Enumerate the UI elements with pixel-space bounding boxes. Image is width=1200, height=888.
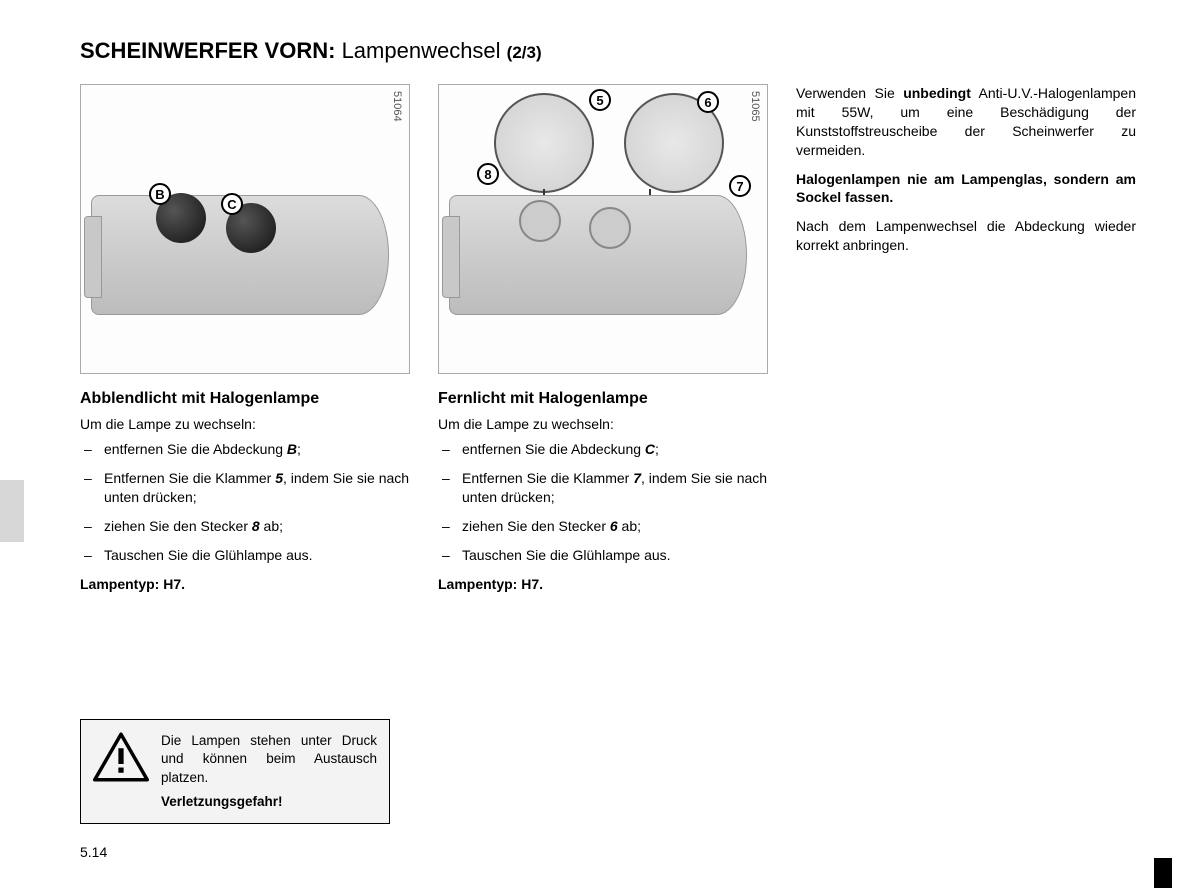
lamptype-abblendlicht: Lampentyp: H7. xyxy=(80,576,410,592)
page-number: 5.14 xyxy=(80,844,107,860)
callout-6: 6 xyxy=(697,91,719,113)
detail-circle-left xyxy=(494,93,594,193)
column-abblendlicht: 51064 B C Abblendlicht mit Halogenlampe … xyxy=(80,84,410,592)
page-title: SCHEINWERFER VORN: Lampenwechsel (2/3) xyxy=(80,38,1160,64)
steps-fernlicht: entfernen Sie die Abdeckung C; Entfernen… xyxy=(442,440,768,574)
callout-c: C xyxy=(221,193,243,215)
warning-box: Die Lampen stehen unter Druck und können… xyxy=(80,719,390,824)
corner-mark xyxy=(1154,858,1172,888)
step-2: Entfernen Sie die Klammer 5, indem Sie s… xyxy=(84,469,410,507)
note-uv: Verwenden Sie unbedingt Anti-U.V.-Haloge… xyxy=(796,84,1136,160)
title-rest: Lampenwechsel xyxy=(335,38,506,63)
warning-text: Die Lampen stehen unter Druck und können… xyxy=(161,732,377,811)
callout-b: B xyxy=(149,183,171,205)
title-bold: SCHEINWERFER VORN: xyxy=(80,38,335,63)
heading-abblendlicht: Abblendlicht mit Halogenlampe xyxy=(80,390,410,408)
step-1: entfernen Sie die Abdeckung B; xyxy=(84,440,410,459)
step-3: ziehen Sie den Stecker 6 ab; xyxy=(442,517,768,536)
intro-abblendlicht: Um die Lampe zu wechseln: xyxy=(80,416,410,432)
steps-abblendlicht: entfernen Sie die Abdeckung B; Entfernen… xyxy=(84,440,410,574)
figure-1-ref: 51064 xyxy=(391,91,403,122)
callout-7: 7 xyxy=(729,175,751,197)
figure-2-ref: 51065 xyxy=(749,91,761,122)
step-4: Tauschen Sie die Glühlampe aus. xyxy=(84,546,410,565)
column-notes: Verwenden Sie unbedingt Anti-U.V.-Haloge… xyxy=(796,84,1136,592)
step-2: Entfernen Sie die Klammer 7, indem Sie s… xyxy=(442,469,768,507)
intro-fernlicht: Um die Lampe zu wechseln: xyxy=(438,416,768,432)
warning-danger: Verletzungsgefahr! xyxy=(161,793,377,811)
lamptype-fernlicht: Lampentyp: H7. xyxy=(438,576,768,592)
title-page-indicator: (2/3) xyxy=(507,43,542,62)
socket-left xyxy=(519,200,561,242)
step-4: Tauschen Sie die Glühlampe aus. xyxy=(442,546,768,565)
column-fernlicht: 51065 5 6 7 8 Fernlicht mit Halogenlampe… xyxy=(438,84,768,592)
callout-8: 8 xyxy=(477,163,499,185)
step-1: entfernen Sie die Abdeckung C; xyxy=(442,440,768,459)
content-columns: 51064 B C Abblendlicht mit Halogenlampe … xyxy=(80,84,1160,592)
section-tab xyxy=(0,480,24,542)
note-handle: Halogenlampen nie am Lampenglas, sondern… xyxy=(796,170,1136,208)
warning-icon xyxy=(93,732,149,782)
figure-1: 51064 B C xyxy=(80,84,410,374)
note-cover: Nach dem Lampenwechsel die Abdeckung wie… xyxy=(796,217,1136,255)
heading-fernlicht: Fernlicht mit Halogenlampe xyxy=(438,390,768,408)
callout-5: 5 xyxy=(589,89,611,111)
warning-body: Die Lampen stehen unter Druck und können… xyxy=(161,732,377,787)
step-3: ziehen Sie den Stecker 8 ab; xyxy=(84,517,410,536)
figure-2: 51065 5 6 7 8 xyxy=(438,84,768,374)
socket-right xyxy=(589,207,631,249)
